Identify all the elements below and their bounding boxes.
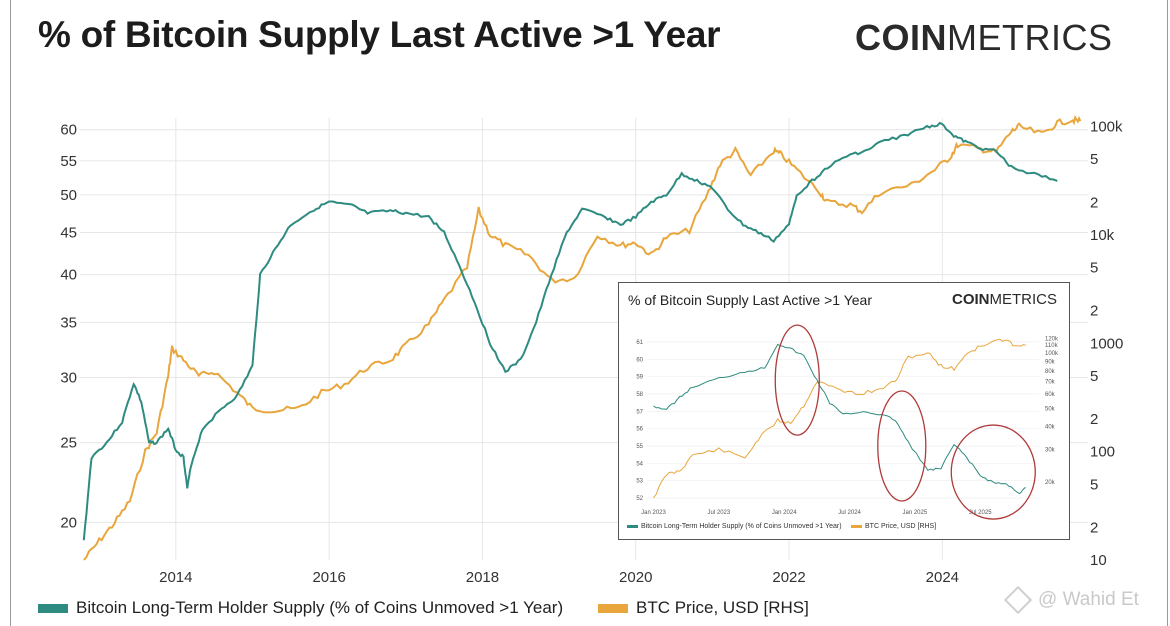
watermark-icon	[1003, 585, 1033, 615]
watermark: @ Wahid Et	[1003, 585, 1139, 615]
inset-x-tick-label: Jul 2025	[969, 510, 992, 516]
inset-y-right-tick-label: 80k	[1045, 369, 1056, 375]
inset-legend-price: BTC Price, USD [RHS]	[851, 523, 936, 530]
inset-y-right-tick-label: 110k	[1045, 343, 1059, 349]
inset-x-tick-label: Jan 2024	[772, 510, 797, 516]
chart-frame	[10, 0, 1168, 626]
legend-supply: Bitcoin Long-Term Holder Supply (% of Co…	[38, 598, 563, 618]
legend-price-swatch	[598, 604, 628, 614]
inset-price-line	[653, 338, 1027, 499]
inset-title: % of Bitcoin Supply Last Active >1 Year	[628, 292, 872, 308]
inset-y-left-tick-label: 54	[636, 461, 643, 467]
y-right-tick-label: 2	[1090, 519, 1098, 536]
inset-y-left-tick-label: 53	[636, 479, 643, 485]
inset-y-left-tick-label: 55	[636, 444, 643, 450]
y-right-tick-label: 5	[1090, 151, 1098, 168]
y-right-tick-label: 100	[1090, 444, 1115, 461]
inset-y-right-tick-label: 40k	[1045, 424, 1056, 430]
y-left-tick-label: 35	[60, 314, 77, 331]
y-left-tick-label: 55	[60, 153, 77, 170]
inset-legend-supply: Bitcoin Long-Term Holder Supply (% of Co…	[627, 523, 842, 530]
y-left-tick-label: 60	[60, 122, 77, 139]
inset-supply-line	[653, 343, 1027, 494]
y-left-tick-label: 50	[60, 187, 77, 204]
coinmetrics-logo: COINMETRICS	[855, 17, 1113, 58]
x-tick-label: 2018	[466, 569, 499, 586]
y-right-tick-label: 10k	[1090, 227, 1115, 244]
y-left-tick-label: 45	[60, 225, 77, 242]
price-line	[83, 115, 1082, 561]
inset-y-right-tick-label: 90k	[1045, 359, 1056, 365]
supply-line	[82, 121, 1058, 541]
inset-y-left-tick-label: 57	[636, 409, 643, 415]
y-right-tick-label: 5	[1090, 368, 1098, 385]
inset-y-left-tick-label: 52	[636, 496, 643, 502]
legend-price: BTC Price, USD [RHS]	[598, 598, 809, 618]
inset-y-right-tick-label: 120k	[1045, 336, 1059, 342]
legend-price-label: BTC Price, USD [RHS]	[636, 598, 809, 617]
legend-supply-swatch	[38, 604, 68, 614]
annotation-circle	[877, 390, 927, 502]
inset-x-tick-label: Jul 2024	[838, 510, 861, 516]
y-right-tick-label: 10	[1090, 552, 1107, 569]
inset-y-right-tick-label: 30k	[1045, 447, 1056, 453]
y-right-tick-label: 2	[1090, 411, 1098, 428]
inset-y-right-tick-label: 50k	[1045, 406, 1056, 412]
inset-y-right-tick-label: 60k	[1045, 392, 1056, 398]
y-right-tick-label: 100k	[1090, 119, 1123, 136]
y-left-tick-label: 30	[60, 369, 77, 386]
x-tick-label: 2020	[619, 569, 652, 586]
inset-y-left-tick-label: 58	[636, 392, 643, 398]
annotation-circle	[950, 424, 1036, 520]
inset-y-left-tick-label: 59	[636, 375, 643, 381]
y-right-tick-label: 5	[1090, 476, 1098, 493]
x-tick-label: 2024	[926, 569, 959, 586]
inset-y-right-tick-label: 70k	[1045, 379, 1056, 385]
inset-y-left-tick-label: 60	[636, 357, 643, 363]
legend-supply-label: Bitcoin Long-Term Holder Supply (% of Co…	[76, 598, 564, 617]
inset-x-tick-label: Jan 2023	[641, 510, 666, 516]
x-tick-label: 2016	[312, 569, 345, 586]
inset-y-left-tick-label: 61	[636, 340, 643, 346]
inset-y-right-tick-label: 20k	[1045, 480, 1056, 486]
x-tick-label: 2014	[159, 569, 192, 586]
inset-coinmetrics-logo: COINMETRICS	[952, 291, 1057, 308]
inset-y-right-tick-label: 100k	[1045, 351, 1059, 357]
y-right-tick-label: 5	[1090, 260, 1098, 277]
y-right-tick-label: 2	[1090, 194, 1098, 211]
y-left-tick-label: 20	[60, 514, 77, 531]
inset-x-tick-label: Jul 2023	[708, 510, 731, 516]
x-tick-label: 2022	[772, 569, 805, 586]
inset-x-tick-label: Jan 2025	[903, 510, 928, 516]
chart-title: % of Bitcoin Supply Last Active >1 Year	[38, 14, 721, 55]
y-right-tick-label: 2	[1090, 303, 1098, 320]
y-right-tick-label: 1000	[1090, 335, 1123, 352]
inset-chart: % of Bitcoin Supply Last Active >1 Year …	[618, 282, 1070, 540]
y-left-tick-label: 25	[60, 435, 77, 452]
annotation-circle	[774, 324, 820, 436]
y-left-tick-label: 40	[60, 267, 77, 284]
inset-y-left-tick-label: 56	[636, 427, 643, 433]
